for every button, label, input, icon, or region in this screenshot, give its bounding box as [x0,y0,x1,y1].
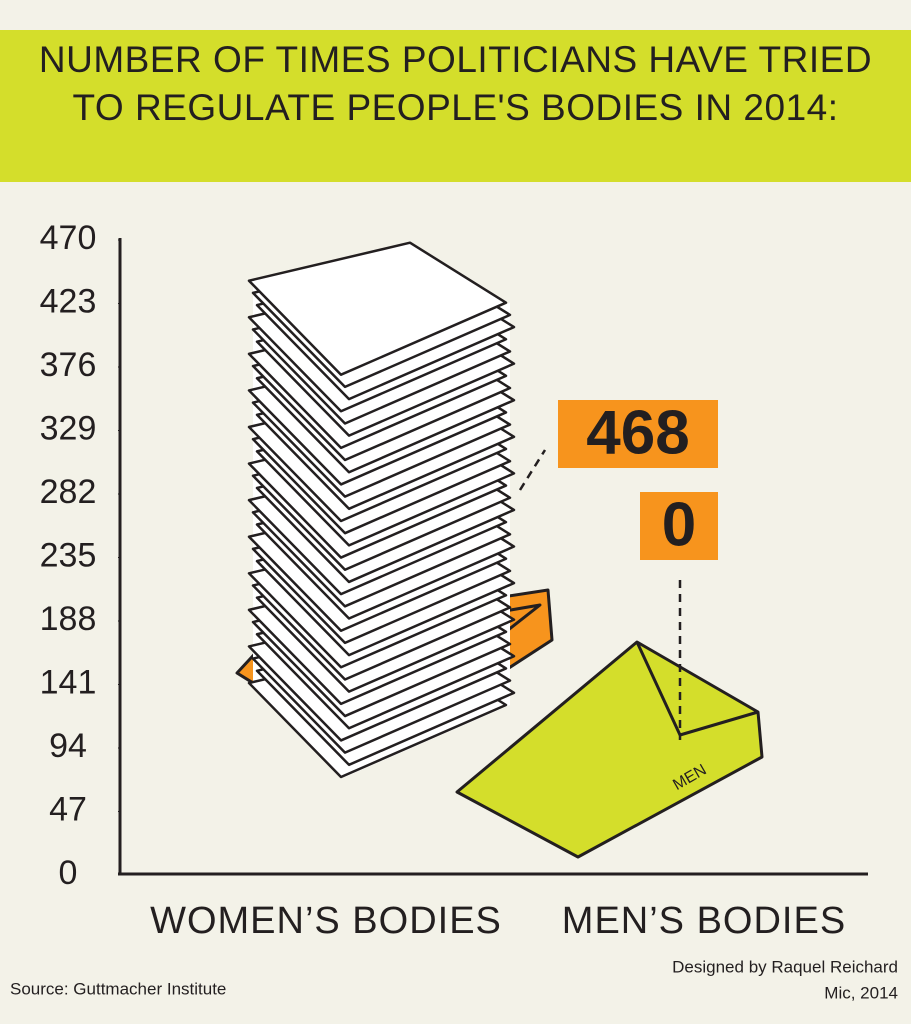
chart-title: NUMBER OF TIMES POLITICIANS HAVE TRIED T… [38,39,873,128]
y-tick-label: 141 [40,663,97,701]
y-tick-label: 329 [40,409,97,447]
y-tick-label: 47 [49,790,87,828]
leader-line [518,449,547,491]
y-tick-label: 0 [59,854,78,892]
y-tick-label: 282 [40,473,97,511]
value-label: 0 [662,490,696,559]
source: Source: Guttmacher Institute [10,979,226,998]
y-tick-label: 235 [40,536,97,574]
header-band [0,30,911,182]
tray [455,640,764,859]
value-label-box [558,400,718,468]
y-tick-label: 376 [40,346,97,384]
sheet [247,241,508,376]
y-tick-label: 423 [40,282,97,320]
x-tick-label: MEN’S BODIES [562,900,846,942]
x-tick-label: WOMEN’S BODIES [150,900,502,942]
credit: Designed by Raquel Reichard [672,957,898,976]
y-tick-label: 94 [49,727,87,765]
y-tick-label: 470 [40,219,97,257]
y-tick-label: 188 [40,600,97,638]
paper-stack [247,241,516,779]
credit: Mic, 2014 [824,983,898,1002]
value-label: 468 [586,398,689,467]
value-label-box [640,492,718,560]
